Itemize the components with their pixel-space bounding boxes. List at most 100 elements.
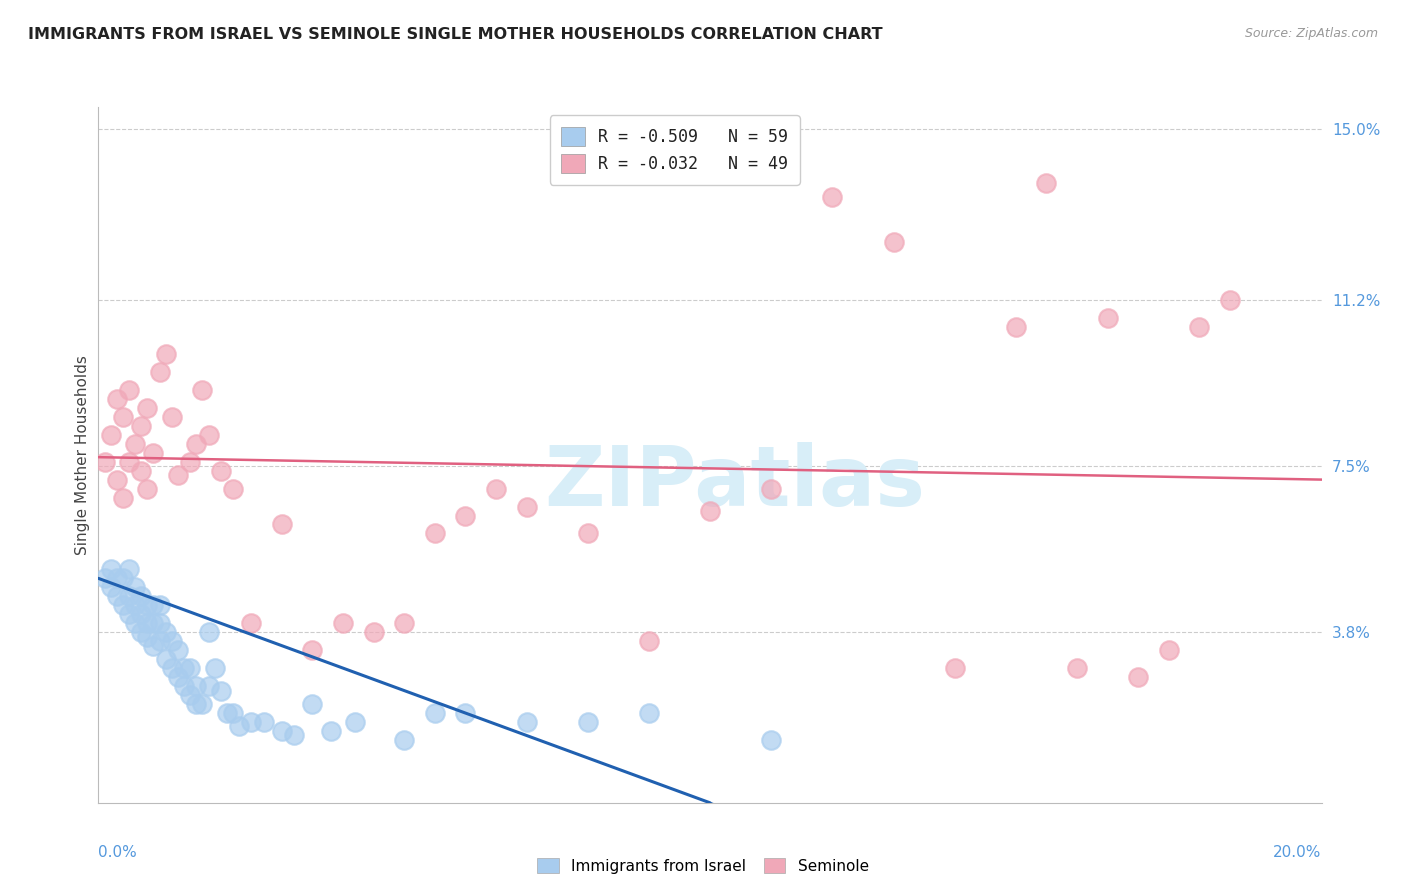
Point xyxy=(301,643,323,657)
Point xyxy=(215,706,238,720)
Y-axis label: Single Mother Households: Single Mother Households xyxy=(75,355,90,555)
Point xyxy=(105,571,128,585)
Point xyxy=(111,409,134,424)
Text: ZIPatlas: ZIPatlas xyxy=(544,442,925,524)
Point xyxy=(142,639,165,653)
Point xyxy=(191,697,214,711)
Point xyxy=(485,482,508,496)
Point xyxy=(173,661,195,675)
Point xyxy=(149,616,172,631)
Point xyxy=(240,714,263,729)
Point xyxy=(576,526,599,541)
Point xyxy=(222,482,245,496)
Point xyxy=(301,697,323,711)
Point xyxy=(118,590,141,604)
Point xyxy=(155,652,177,666)
Point xyxy=(209,464,232,478)
Point xyxy=(759,482,782,496)
Point xyxy=(142,445,165,459)
Point xyxy=(699,504,721,518)
Legend: R = -0.509   N = 59, R = -0.032   N = 49: R = -0.509 N = 59, R = -0.032 N = 49 xyxy=(550,115,800,185)
Point xyxy=(516,500,538,514)
Point xyxy=(454,508,477,523)
Point xyxy=(1097,311,1119,326)
Point xyxy=(179,661,201,675)
Point xyxy=(1157,643,1180,657)
Point xyxy=(142,616,165,631)
Point xyxy=(155,347,177,361)
Point xyxy=(129,418,152,433)
Point xyxy=(1004,320,1026,334)
Text: Source: ZipAtlas.com: Source: ZipAtlas.com xyxy=(1244,27,1378,40)
Point xyxy=(155,625,177,640)
Point xyxy=(111,491,134,505)
Point xyxy=(179,688,201,702)
Point xyxy=(111,599,134,613)
Point xyxy=(197,625,219,640)
Point xyxy=(1219,293,1241,307)
Point xyxy=(118,607,141,622)
Point xyxy=(240,616,263,631)
Text: 20.0%: 20.0% xyxy=(1274,845,1322,860)
Point xyxy=(319,723,342,738)
Point xyxy=(111,571,134,585)
Point xyxy=(423,706,446,720)
Point xyxy=(105,473,128,487)
Point xyxy=(1128,670,1150,684)
Point xyxy=(222,706,245,720)
Point xyxy=(228,719,250,733)
Point xyxy=(516,714,538,729)
Point xyxy=(100,580,122,594)
Point xyxy=(129,464,152,478)
Point xyxy=(186,697,208,711)
Point xyxy=(136,616,159,631)
Point xyxy=(149,599,172,613)
Point xyxy=(129,607,152,622)
Point xyxy=(173,679,195,693)
Point xyxy=(186,436,208,450)
Point xyxy=(191,383,214,397)
Point xyxy=(332,616,354,631)
Point xyxy=(149,634,172,648)
Point xyxy=(167,643,190,657)
Point xyxy=(149,365,172,379)
Point xyxy=(179,455,201,469)
Point xyxy=(637,634,661,648)
Text: 0.0%: 0.0% xyxy=(98,845,138,860)
Point xyxy=(160,661,183,675)
Point xyxy=(637,706,661,720)
Text: IMMIGRANTS FROM ISRAEL VS SEMINOLE SINGLE MOTHER HOUSEHOLDS CORRELATION CHART: IMMIGRANTS FROM ISRAEL VS SEMINOLE SINGL… xyxy=(28,27,883,42)
Point xyxy=(124,580,146,594)
Point xyxy=(270,723,292,738)
Point xyxy=(105,590,128,604)
Point xyxy=(252,714,274,729)
Point xyxy=(270,517,292,532)
Point xyxy=(943,661,966,675)
Point xyxy=(124,436,146,450)
Point xyxy=(105,392,128,406)
Point xyxy=(344,714,367,729)
Point xyxy=(136,599,159,613)
Point xyxy=(576,714,599,729)
Point xyxy=(100,427,122,442)
Point xyxy=(454,706,477,720)
Point xyxy=(118,383,141,397)
Legend: Immigrants from Israel, Seminole: Immigrants from Israel, Seminole xyxy=(531,852,875,880)
Point xyxy=(167,468,190,483)
Point xyxy=(118,455,141,469)
Point xyxy=(423,526,446,541)
Point xyxy=(118,562,141,576)
Point xyxy=(1035,177,1057,191)
Point xyxy=(142,599,165,613)
Point xyxy=(1066,661,1088,675)
Point xyxy=(759,733,782,747)
Point xyxy=(124,616,146,631)
Point xyxy=(821,190,844,204)
Point xyxy=(129,590,152,604)
Point xyxy=(160,409,183,424)
Point xyxy=(93,455,115,469)
Point xyxy=(136,401,159,415)
Point xyxy=(1188,320,1211,334)
Point xyxy=(283,729,305,743)
Point xyxy=(160,634,183,648)
